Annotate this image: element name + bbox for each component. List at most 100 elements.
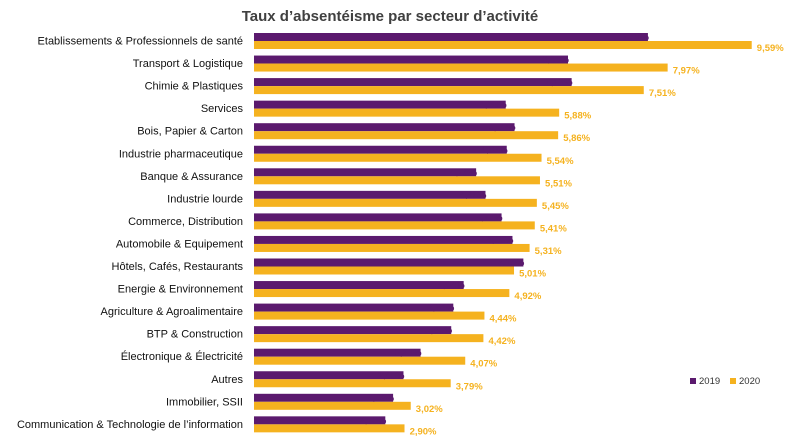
bar-2019: [254, 235, 513, 244]
chart-title: Taux d’absentéisme par secteur d’activit…: [242, 8, 539, 25]
bar-2019: [254, 303, 454, 312]
bar-2020: [254, 379, 451, 388]
value-label-2019: 6,12%: [546, 77, 573, 88]
value-label-2019: 4,46%: [460, 190, 487, 201]
bar-2019: [254, 281, 464, 290]
bar-2019: [254, 145, 507, 154]
bar-2019: [254, 123, 515, 132]
category-label: Automobile & Equipement: [116, 238, 243, 250]
category-label: BTP & Construction: [147, 329, 243, 341]
legend-label-2020: 2020: [739, 376, 760, 387]
category-label: Communication & Technologie de l’informa…: [17, 419, 243, 431]
bar-2020: [254, 334, 484, 343]
bar-2020: [254, 401, 411, 410]
value-label-2019: 3,84%: [427, 303, 454, 314]
bar-2020: [254, 86, 644, 95]
value-label-2020: 4,92%: [514, 291, 541, 302]
bar-2020: [254, 221, 535, 230]
category-label: Services: [201, 103, 244, 115]
category-label: Energie & Environnement: [118, 284, 243, 296]
bar-2020: [254, 176, 540, 185]
bar-2019: [254, 416, 386, 425]
category-label: Banque & Assurance: [140, 171, 243, 183]
bar-2020: [254, 424, 405, 433]
value-label-2019: 4,28%: [450, 167, 477, 178]
value-label-2019: 3,80%: [425, 325, 452, 336]
bar-2019: [254, 168, 477, 177]
bar-2019: [254, 326, 452, 335]
value-label-2020: 5,01%: [519, 269, 546, 280]
bar-2019: [254, 393, 394, 402]
category-label: Électronique & Électricité: [121, 350, 243, 363]
bar-2019: [254, 55, 568, 64]
value-label-2020: 3,02%: [416, 404, 443, 415]
bar-2020: [254, 41, 752, 49]
value-label-2020: 5,31%: [535, 246, 562, 257]
bar-2019: [254, 78, 572, 87]
category-label: Transport & Logistique: [133, 58, 243, 70]
value-label-2020: 5,45%: [542, 201, 569, 212]
value-label-2020: 5,86%: [563, 133, 590, 144]
value-label-2019: 4,98%: [487, 235, 514, 246]
value-label-2020: 9,59%: [757, 43, 784, 54]
bars-layer: 7,59% 9,59% 6,05% 7,97% 6,12% 7,51% 4,85% 5,88%…: [254, 32, 784, 437]
value-label-2019: 4,77%: [476, 212, 503, 223]
bar-2019: [254, 213, 502, 222]
category-label: Commerce, Distribution: [128, 216, 243, 228]
bar-2020: [254, 289, 510, 298]
value-label-2020: 2,90%: [410, 426, 437, 437]
value-label-2019: 4,04%: [438, 280, 465, 291]
value-label-2020: 4,07%: [470, 359, 497, 370]
value-label-2019: 2,53%: [359, 415, 386, 426]
category-label: Bois, Papier & Carton: [137, 126, 243, 138]
value-label-2019: 5,19%: [497, 258, 524, 269]
bar-2019: [254, 100, 506, 109]
value-label-2020: 5,51%: [545, 178, 572, 189]
legend: 2019 2020: [690, 376, 760, 387]
category-label: Industrie lourde: [167, 193, 243, 205]
category-label: Hôtels, Cafés, Restaurants: [112, 261, 244, 273]
bar-2020: [254, 108, 560, 117]
category-label: Chimie & Plastiques: [145, 81, 244, 93]
value-label-2019: 7,59%: [622, 32, 649, 43]
bar-2019: [254, 33, 648, 41]
category-label: Autres: [211, 374, 243, 386]
category-label: Immobilier, SSII: [166, 396, 243, 408]
value-label-2019: 2,68%: [367, 393, 394, 404]
legend-swatch-2019: [690, 378, 696, 384]
bar-2019: [254, 348, 421, 357]
bar-2020: [254, 198, 537, 207]
bar-2020: [254, 356, 466, 365]
legend-label-2019: 2019: [699, 376, 720, 387]
value-label-2020: 5,88%: [564, 111, 591, 122]
value-label-2020: 5,41%: [540, 223, 567, 234]
bar-2019: [254, 371, 404, 380]
value-label-2019: 4,87%: [481, 145, 508, 156]
value-label-2020: 5,54%: [547, 156, 574, 167]
bar-2020: [254, 311, 485, 320]
category-label: Industrie pharmaceutique: [119, 148, 243, 160]
bar-2019: [254, 190, 486, 199]
value-label-2019: 2,88%: [378, 370, 405, 381]
bar-2020: [254, 153, 542, 162]
category-label: Agriculture & Agroalimentaire: [101, 306, 243, 318]
value-label-2020: 4,44%: [489, 314, 516, 325]
value-label-2020: 3,79%: [456, 381, 483, 392]
bar-2020: [254, 131, 559, 140]
value-label-2019: 5,02%: [489, 122, 516, 133]
bar-2020: [254, 63, 668, 72]
value-label-2019: 4,85%: [480, 100, 507, 111]
category-labels: Etablissements & Professionnels de santé…: [17, 36, 244, 431]
value-label-2020: 4,42%: [488, 336, 515, 347]
legend-swatch-2020: [730, 378, 736, 384]
value-label-2019: 6,05%: [542, 55, 569, 66]
bar-2020: [254, 266, 515, 275]
value-label-2020: 7,97%: [673, 66, 700, 77]
bar-2019: [254, 258, 524, 267]
category-label: Etablissements & Professionnels de santé: [38, 36, 243, 48]
bar-2020: [254, 243, 530, 252]
value-label-2020: 7,51%: [649, 88, 676, 99]
value-label-2019: 3,21%: [395, 348, 422, 359]
